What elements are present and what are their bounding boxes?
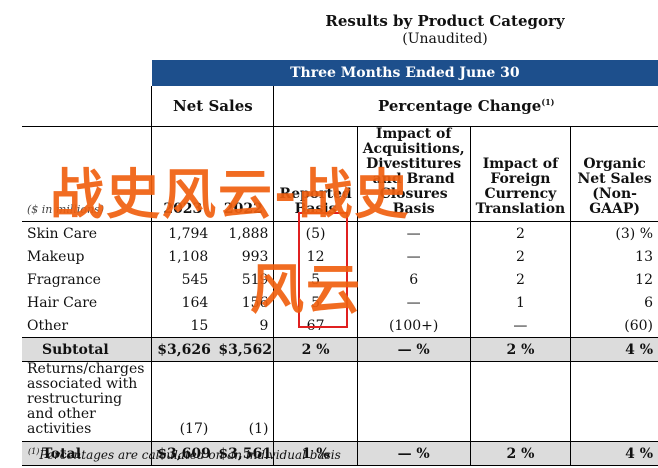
units-label: ($ in millions): [22, 126, 152, 222]
cell-reported: (5): [273, 221, 358, 245]
returns-label: Returns/charges associated with restruct…: [27, 361, 145, 437]
cell-2023: 1,108: [151, 245, 214, 268]
total-label: Total: [22, 441, 152, 466]
row-label: Makeup: [27, 248, 85, 265]
cell-acq: 6: [356, 268, 471, 291]
col-2022: 2022: [213, 126, 274, 222]
cell-2022: $3,562: [213, 337, 274, 362]
cell-fx: 2: [469, 245, 571, 268]
col-organic: Organic Net Sales (Non-GAAP): [570, 126, 658, 222]
watermark-line1: 战史风云-战史: [50, 163, 411, 226]
cell-2022: 156: [241, 294, 269, 311]
cell-organic: (60): [570, 314, 658, 338]
cell-fx: 2: [469, 268, 571, 291]
cell-organic: 4 %: [570, 337, 658, 362]
cell-acq: (100+): [356, 314, 471, 338]
cell-fx: —: [469, 314, 571, 338]
cell-organic: 12: [570, 268, 658, 291]
cell-2023: (17): [151, 361, 214, 442]
cell-reported: 2 %: [273, 337, 358, 362]
cell-2023: 164: [151, 291, 214, 314]
report-title: Results by Product Category (Unaudited): [300, 12, 590, 48]
returns-row: Returns/charges associated with restruct…: [22, 361, 658, 442]
cell-2022: $3,561: [213, 441, 274, 466]
pct-change-group: Percentage Change(1): [273, 86, 658, 127]
highlight-box: [298, 212, 348, 328]
table-row: Fragrance 545 519 5 6 2 12: [22, 268, 658, 291]
cell-reported: 67: [273, 314, 358, 338]
cell-acq: —: [356, 291, 471, 314]
period-header: Three Months Ended June 30: [151, 60, 658, 86]
table-row: Makeup 1,108 993 12 — 2 13: [22, 245, 658, 268]
cell-2023: 545: [151, 268, 214, 291]
col-reported: Reported Basis: [273, 126, 358, 222]
results-table: Three Months Ended June 30 Net Sales Per…: [22, 60, 658, 466]
watermark-line2: 风云: [250, 258, 362, 321]
cell-2022: (1): [248, 421, 269, 437]
subtotal-row: Subtotal $3,626 $3,562 2 % — % 2 % 4 %: [22, 337, 658, 362]
cell-organic: 4 %: [570, 441, 658, 466]
cell-acq: — %: [356, 337, 471, 362]
footnote: (1)Percentages are calculated on an indi…: [28, 447, 341, 462]
cell-reported: 5: [273, 268, 358, 291]
cell-acq: — %: [356, 441, 471, 466]
report-subtitle: (Unaudited): [402, 31, 488, 47]
table-row: Other 15 9 67 (100+) — (60): [22, 314, 658, 338]
cell-fx: 2: [469, 221, 571, 245]
cell-2022: 993: [241, 248, 269, 265]
row-label: Skin Care: [27, 225, 98, 242]
cell-organic: 6: [570, 291, 658, 314]
cell-2022: 1,888: [228, 225, 269, 242]
cell-2023: $3,626: [151, 337, 214, 362]
cell-fx: 2 %: [469, 337, 571, 362]
report-title-main: Results by Product Category: [325, 12, 565, 30]
cell-organic: 13: [570, 245, 658, 268]
cell-2022: 519: [241, 271, 269, 288]
cell-reported: 5: [273, 291, 358, 314]
cell-2023: 1,794: [151, 221, 214, 245]
table-row: Skin Care 1,794 1,888 (5) — 2 (3) %: [22, 221, 658, 245]
cell-fx: 1: [469, 291, 571, 314]
col-2023: 2023: [151, 126, 214, 222]
period-band: Three Months Ended June 30: [22, 60, 658, 86]
col-fx: Impact of Foreign Currency Translation: [469, 126, 571, 222]
cell-acq: —: [356, 221, 471, 245]
cell-organic: (3) %: [570, 221, 658, 245]
table-row: Hair Care 164 156 5 — 1 6: [22, 291, 658, 314]
subtotal-label: Subtotal: [22, 337, 152, 362]
cell-acq: —: [356, 245, 471, 268]
total-row: Total $3,609 $3,561 1 % — % 2 % 4 %: [22, 441, 658, 466]
cell-reported: 1 %: [273, 441, 358, 466]
cell-reported: 12: [273, 245, 358, 268]
row-label: Hair Care: [27, 294, 98, 311]
group-header-row: Net Sales Percentage Change(1): [22, 86, 658, 127]
cell-2022: 9: [259, 317, 269, 334]
cell-2023: 15: [151, 314, 214, 338]
row-label: Other: [27, 317, 69, 334]
cell-2023: $3,609: [151, 441, 214, 466]
row-label: Fragrance: [27, 271, 101, 288]
col-acquisitions: Impact of Acquisitions, Divestitures and…: [356, 126, 471, 222]
column-header-row: ($ in millions) 2023 2022 Reported Basis…: [22, 126, 658, 222]
cell-fx: 2 %: [469, 441, 571, 466]
net-sales-group: Net Sales: [151, 86, 274, 127]
